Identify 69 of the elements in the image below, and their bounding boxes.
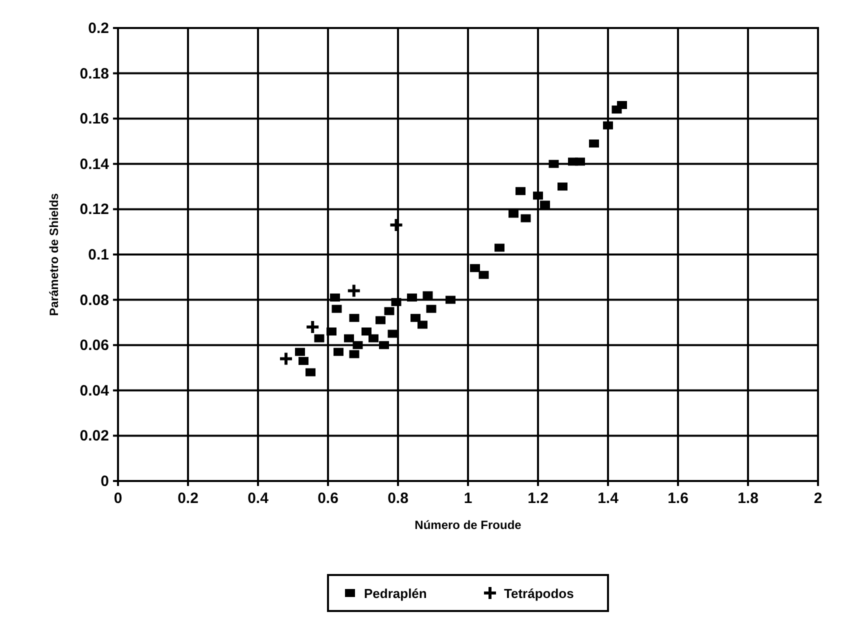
point: [334, 348, 344, 356]
point: [298, 356, 308, 365]
x-tick-label: 0: [114, 490, 122, 507]
point: [422, 291, 433, 300]
y-tick-label: 0.1: [88, 246, 109, 264]
y-tick-label: 0.12: [80, 201, 109, 218]
y-axis-title: Parámetro de Shields: [47, 192, 61, 316]
point: [575, 158, 585, 166]
point: [407, 294, 417, 302]
point: [349, 350, 360, 358]
point: [520, 214, 531, 222]
point: [612, 106, 622, 114]
point: [508, 210, 518, 218]
point: [603, 121, 613, 130]
point: [410, 314, 420, 322]
x-tick-label: 0.4: [248, 490, 270, 507]
point: [306, 368, 316, 376]
point: [376, 316, 386, 324]
x-tick-label: 2: [814, 490, 822, 507]
point: [589, 140, 599, 148]
point: [278, 351, 294, 366]
point: [494, 244, 504, 252]
point: [314, 334, 324, 342]
point: [558, 182, 568, 191]
x-tick-label: 1.6: [668, 490, 688, 507]
point: [332, 304, 342, 313]
point: [379, 341, 389, 350]
y-tick-label: 0.04: [80, 382, 110, 400]
point: [305, 319, 320, 334]
x-tick-label: 0.6: [318, 490, 338, 507]
point: [470, 264, 480, 272]
point: [368, 334, 378, 342]
legend-label: Pedraplén: [364, 586, 427, 601]
point: [388, 218, 404, 233]
x-tick-label: 1: [464, 490, 472, 507]
x-tick-label: 1.2: [528, 490, 548, 507]
point: [352, 341, 363, 350]
x-axis-title: Número de Froude: [414, 518, 522, 532]
y-tick-label: 0.14: [80, 156, 110, 173]
point: [418, 320, 428, 329]
point: [516, 187, 526, 196]
point: [295, 348, 305, 356]
point: [540, 200, 550, 209]
x-tick-label: 1.4: [598, 490, 620, 507]
point: [533, 192, 543, 200]
point: [384, 307, 394, 316]
y-tick-label: 0.2: [88, 20, 109, 37]
legend-label: Tetrápodos: [504, 586, 574, 601]
point: [349, 314, 360, 322]
x-tick-label: 1.8: [738, 490, 758, 507]
x-tick-label: 0.2: [178, 490, 198, 507]
y-tick-label: 0.06: [80, 337, 109, 354]
point: [548, 160, 559, 168]
point: [391, 298, 402, 306]
y-tick-label: 0.16: [80, 110, 109, 128]
point: [446, 296, 456, 304]
point: [326, 328, 336, 336]
point: [330, 294, 340, 302]
y-tick-label: 0.08: [80, 292, 109, 309]
point: [388, 330, 398, 338]
x-tick-label: 0.8: [388, 490, 408, 507]
y-tick-label: 0: [100, 473, 109, 490]
y-tick-label: 0.02: [80, 428, 109, 445]
point: [478, 270, 489, 279]
point: [426, 304, 436, 313]
point: [362, 328, 372, 336]
y-tick-label: 0.18: [80, 65, 109, 82]
point: [346, 283, 362, 298]
point: [344, 334, 354, 342]
